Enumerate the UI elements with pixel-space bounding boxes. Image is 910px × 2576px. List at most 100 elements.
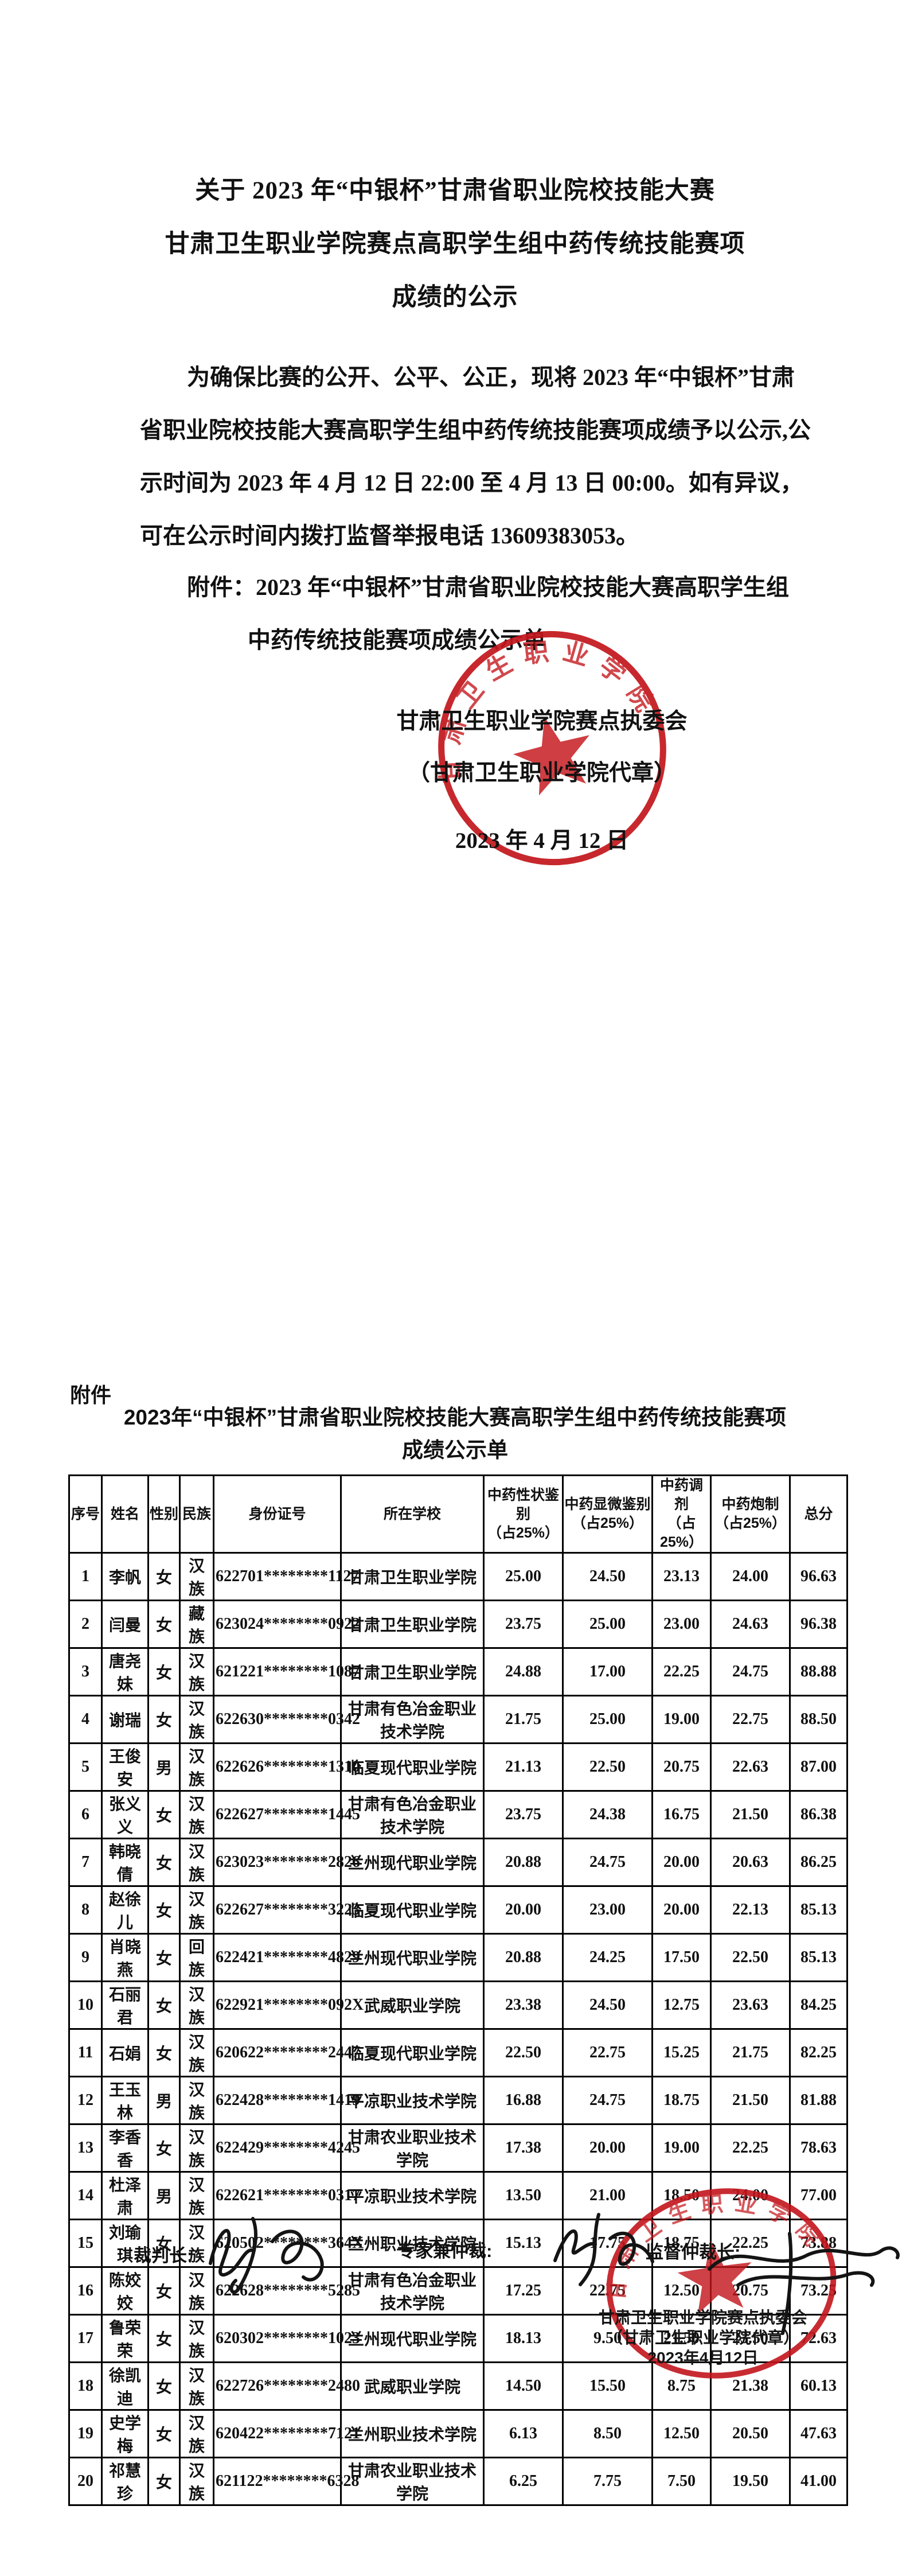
column-header-label: 所在学校 (383, 1505, 441, 1522)
table-row: 6 张义义女汉族 622627********1445 甘肃有色冶金职业技术学院 23.… (68, 1790, 848, 1839)
attachment-note-line: 附件：2023 年“中银杯”甘肃省职业院校技能大赛高职学生组 (187, 574, 789, 600)
body-line: 省职业院校技能大赛高职学生组中药传统技能赛项成绩予以公示,公 (140, 417, 811, 443)
table-row: 19 史学梅女汉族 620422********7121 兰州职业技术学院 6.13 8.… (68, 2409, 848, 2458)
cell-score-dispensing: 19.00 (651, 2123, 712, 2173)
cell-score-appearance: 23.75 (483, 1600, 564, 1649)
cell-gender: 女 (147, 1552, 181, 1601)
cell-total-score: 88.50 (789, 1695, 848, 1744)
cell-id-number: 622429********4245 (213, 2123, 360, 2173)
cell-score-dispensing: 19.00 (651, 1695, 712, 1744)
expert-label: 专家兼仲裁: (397, 2241, 493, 2261)
stamp-signoff-block: 甘肃卫生职业学院赛点执委会 （甘肃卫生职业学院代章） 2023年4月12日 (595, 2307, 811, 2368)
table-row: 17 鲁荣荣女汉族 620302********1023 兰州现代职业学院 18.13 9… (68, 2314, 848, 2363)
table-row: 2 闫曼女藏族 623024********0922 甘肃卫生职业学院 23.75 25.… (68, 1600, 848, 1649)
cell-ethnicity: 汉族 (179, 2028, 214, 2077)
cell-id-number: 620622********2447 (213, 2028, 360, 2077)
cell-gender: 女 (147, 2409, 181, 2458)
cell-name: 闫曼 (101, 1600, 149, 1649)
cell-id-number: 620502********364X (213, 2219, 364, 2268)
table-header-row: 序号 姓名 性别 民族 身份证号 所在学校 中药性状鉴别 （占25%） 中药显微鉴别 （占25%）… (68, 1474, 848, 1554)
cell-ethnicity: 汉族 (179, 2076, 214, 2125)
column-header-score-appearance: 中药性状鉴别 （占25%） (483, 1474, 564, 1554)
cell-score-processing: 20.63 (710, 1838, 791, 1887)
stamp-signoff-note: （甘肃卫生职业学院代章） (606, 2329, 799, 2347)
cell-name: 李帆 (101, 1552, 149, 1601)
cell-id-number: 622921********092X (213, 1980, 364, 2030)
cell-score-processing: 19.50 (710, 2457, 791, 2506)
cell-total-score: 85.13 (789, 1885, 848, 1935)
table-title: 2023年“中银杯”甘肃省职业院校技能大赛高职学生组中药传统技能赛项 成绩公示单 (0, 1401, 910, 1466)
cell-id-number: 622421********4829 (213, 1933, 360, 1982)
cell-score-appearance: 18.13 (483, 2314, 564, 2363)
table-row: 8 赵徐儿女汉族 622627********3223 临夏现代职业学院 20.00 23… (68, 1885, 848, 1935)
table-row: 20 祁慧珍女汉族 621122********6328 甘肃农业职业技术学院 6.25… (68, 2457, 848, 2506)
table-row: 12 王玉林男汉族 622428********1419 平凉职业技术学院 16.88 2… (68, 2076, 848, 2125)
cell-ethnicity: 汉族 (179, 2171, 214, 2220)
cell-score-processing: 22.25 (710, 2123, 791, 2173)
cell-ethnicity: 汉族 (179, 1790, 214, 1839)
column-header-label: 姓名 (110, 1505, 139, 1522)
cell-score-microscopic: 8.50 (562, 2409, 653, 2458)
stamp-signoff-org: 甘肃卫生职业学院赛点执委会 (598, 2309, 807, 2326)
cell-index: 19 (68, 2409, 103, 2458)
cell-total-score: 86.38 (789, 1790, 848, 1839)
cell-total-score: 96.63 (789, 1552, 848, 1601)
cell-gender: 女 (147, 1695, 181, 1744)
column-header-sublabel: （占25%） (714, 1515, 787, 1531)
table-title-line-1: 2023年“中银杯”甘肃省职业院校技能大赛高职学生组中药传统技能赛项 (123, 1406, 787, 1429)
cell-score-appearance: 21.75 (483, 1695, 564, 1744)
cell-score-appearance: 22.50 (483, 2028, 564, 2077)
cell-total-score: 86.25 (789, 1838, 848, 1887)
cell-school: 兰州职业技术学院 (340, 2219, 485, 2268)
cell-score-microscopic: 7.75 (562, 2457, 653, 2506)
cell-gender: 女 (147, 1790, 181, 1839)
cell-school: 临夏现代职业学院 (340, 1742, 485, 1792)
body-line: 为确保比赛的公开、公平、公正，现将 2023 年“中银杯”甘肃 (187, 364, 795, 390)
cell-score-dispensing: 21.50 (651, 2314, 712, 2363)
cell-total-score: 41.00 (789, 2457, 848, 2506)
cell-score-appearance: 24.88 (483, 1647, 564, 1696)
cell-score-appearance: 21.13 (483, 1742, 564, 1792)
body-line: 示时间为 2023 年 4 月 12 日 22:00 至 4 月 13 日 00… (140, 470, 803, 496)
cell-ethnicity: 汉族 (179, 2123, 214, 2173)
table-row: 13 李香香女汉族 622429********4245 甘肃农业职业技术学院 17.3… (68, 2123, 848, 2173)
column-header-label: 中药调剂 (659, 1477, 703, 1512)
table-row: 4 谢瑞女汉族 622630********0342 甘肃有色冶金职业技术学院 21.7… (68, 1695, 848, 1744)
cell-score-microscopic: 25.00 (562, 1600, 653, 1649)
cell-score-appearance: 6.25 (483, 2457, 564, 2506)
cell-ethnicity: 汉族 (179, 1695, 214, 1744)
cell-school: 平凉职业技术学院 (340, 2076, 485, 2125)
cell-name: 祁慧珍 (101, 2457, 149, 2506)
cell-name: 史学梅 (101, 2409, 149, 2458)
column-header-score-microscopic: 中药显微鉴别 （占25%） (562, 1474, 653, 1554)
table-row: 3 唐尧妹女汉族 621221********1087 甘肃卫生职业学院 24.88 17… (68, 1647, 848, 1696)
cell-score-processing: 22.63 (710, 1742, 791, 1792)
column-header-school: 所在学校 (340, 1474, 485, 1554)
cell-score-processing: 23.50 (710, 2314, 791, 2363)
stamp-star-icon (513, 717, 589, 796)
cell-id-number: 622630********0342 (213, 1695, 360, 1744)
cell-ethnicity: 汉族 (179, 1885, 214, 1935)
cell-score-processing: 23.63 (710, 1980, 791, 2030)
cell-ethnicity: 藏族 (179, 1600, 214, 1649)
cell-index: 7 (68, 1838, 103, 1887)
cell-score-processing: 24.75 (710, 1647, 791, 1696)
cell-ethnicity: 汉族 (179, 1647, 214, 1696)
column-header-label: 中药炮制 (721, 1496, 779, 1512)
cell-gender: 女 (147, 1885, 181, 1935)
column-header-label: 序号 (71, 1505, 100, 1522)
cell-total-score: 85.13 (789, 1933, 848, 1982)
cell-name: 李香香 (101, 2123, 149, 2173)
cell-school: 甘肃有色冶金职业技术学院 (340, 1790, 485, 1839)
cell-total-score: 96.38 (789, 1600, 848, 1649)
cell-score-dispensing: 22.25 (651, 1647, 712, 1696)
cell-score-processing: 20.50 (710, 2409, 791, 2458)
cell-score-dispensing: 12.50 (651, 2409, 712, 2458)
judge-signature (209, 2217, 324, 2294)
column-header-score-dispensing: 中药调剂 （占25%） (651, 1474, 712, 1554)
cell-school: 兰州现代职业学院 (340, 2314, 485, 2363)
cell-school: 武威职业学院 (340, 1980, 485, 2030)
cell-index: 3 (68, 1647, 103, 1696)
cell-score-microscopic: 24.75 (562, 2076, 653, 2125)
cell-school: 兰州现代职业学院 (340, 1838, 485, 1887)
